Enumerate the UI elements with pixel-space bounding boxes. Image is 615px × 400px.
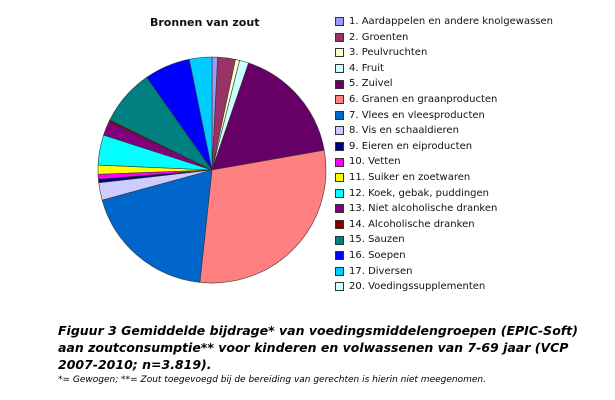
legend-swatch bbox=[335, 266, 344, 276]
pie-slice-6 bbox=[199, 149, 327, 284]
legend-label: 4. Fruit bbox=[349, 62, 384, 74]
legend-swatch bbox=[335, 95, 344, 105]
legend-label: 16. Soepen bbox=[349, 249, 406, 261]
legend-item: 15. Sauzen bbox=[335, 232, 605, 248]
legend-swatch bbox=[335, 220, 344, 230]
pie-slices bbox=[97, 56, 327, 284]
legend-item: 16. Soepen bbox=[335, 248, 605, 264]
figure-caption: Figuur 3 Gemiddelde bijdrage* van voedin… bbox=[58, 323, 578, 372]
legend-swatch bbox=[335, 126, 344, 136]
legend-item: 3. Peulvruchten bbox=[335, 45, 605, 61]
legend-item: 1. Aardappelen en andere knolgewassen bbox=[335, 14, 605, 30]
legend-swatch bbox=[335, 173, 344, 183]
legend-swatch bbox=[335, 204, 344, 214]
legend-label: 5. Zuivel bbox=[349, 78, 393, 90]
legend-label: 14. Alcoholische dranken bbox=[349, 218, 475, 230]
legend-label: 9. Eieren en eiproducten bbox=[349, 140, 473, 152]
legend-item: 17. Diversen bbox=[335, 264, 605, 280]
legend-label: 6. Granen en graanproducten bbox=[349, 93, 498, 105]
legend-swatch bbox=[335, 32, 344, 42]
legend-label: 3. Peulvruchten bbox=[349, 47, 428, 59]
legend-swatch bbox=[335, 79, 344, 89]
legend-item: 20. Voedingssupplementen bbox=[335, 279, 605, 295]
pie-slice-7 bbox=[101, 169, 213, 283]
legend-item: 11. Suiker en zoetwaren bbox=[335, 170, 605, 186]
legend-label: 11. Suiker en zoetwaren bbox=[349, 171, 471, 183]
legend-item: 10. Vetten bbox=[335, 154, 605, 170]
legend-item: 9. Eieren en eiproducten bbox=[335, 139, 605, 155]
legend-swatch bbox=[335, 142, 344, 152]
legend-item: 7. Vlees en vleesproducten bbox=[335, 108, 605, 124]
legend-item: 14. Alcoholische dranken bbox=[335, 217, 605, 233]
legend-item: 13. Niet alcoholische dranken bbox=[335, 201, 605, 217]
legend-label: 13. Niet alcoholische dranken bbox=[349, 203, 498, 215]
legend-swatch bbox=[335, 235, 344, 245]
chart-title: Bronnen van zout bbox=[150, 16, 260, 29]
legend-swatch bbox=[335, 157, 344, 167]
legend-swatch bbox=[335, 282, 344, 292]
legend-label: 8. Vis en schaaldieren bbox=[349, 125, 459, 137]
legend-item: 8. Vis en schaaldieren bbox=[335, 123, 605, 139]
pie-chart bbox=[97, 56, 327, 284]
legend: 1. Aardappelen en andere knolgewassen 2. … bbox=[335, 14, 605, 295]
legend-label: 17. Diversen bbox=[349, 265, 413, 277]
legend-label: 12. Koek, gebak, puddingen bbox=[349, 187, 490, 199]
legend-item: 12. Koek, gebak, puddingen bbox=[335, 186, 605, 202]
legend-swatch bbox=[335, 110, 344, 120]
pie-slice-5 bbox=[211, 62, 325, 171]
legend-item: 5. Zuivel bbox=[335, 76, 605, 92]
legend-swatch bbox=[335, 48, 344, 58]
legend-swatch bbox=[335, 251, 344, 261]
legend-label: 7. Vlees en vleesproducten bbox=[349, 109, 485, 121]
pie-slice-17 bbox=[188, 56, 213, 171]
legend-label: 10. Vetten bbox=[349, 156, 401, 168]
legend-label: 20. Voedingssupplementen bbox=[349, 281, 486, 293]
figure-footnote: *= Gewogen; **= Zout toegevoegd bij de b… bbox=[58, 375, 486, 385]
legend-label: 2. Groenten bbox=[349, 31, 409, 43]
legend-swatch bbox=[335, 188, 344, 198]
legend-swatch bbox=[335, 64, 344, 74]
legend-item: 2. Groenten bbox=[335, 30, 605, 46]
legend-item: 6. Granen en graanproducten bbox=[335, 92, 605, 108]
legend-swatch bbox=[335, 17, 344, 27]
legend-label: 1. Aardappelen en andere knolgewassen bbox=[349, 16, 553, 27]
legend-label: 15. Sauzen bbox=[349, 234, 405, 246]
legend-item: 4. Fruit bbox=[335, 61, 605, 77]
